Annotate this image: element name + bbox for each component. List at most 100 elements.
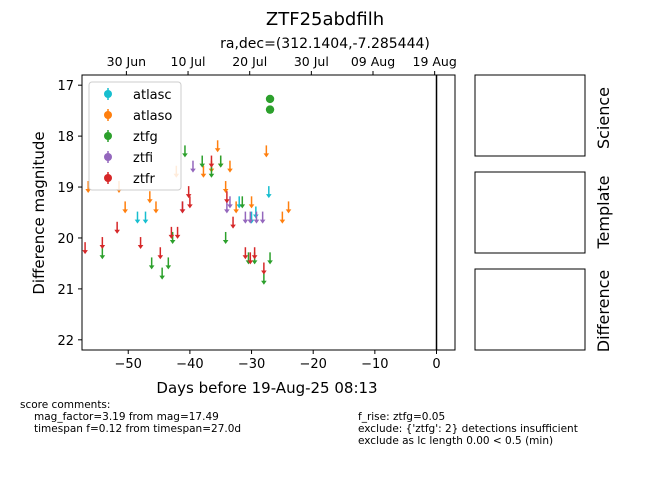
upper-limit-marker: [279, 219, 286, 224]
upper-limit-marker: [99, 255, 106, 260]
upper-limit-marker: [263, 153, 270, 158]
data-point: [265, 105, 275, 114]
upper-limit-marker: [253, 219, 260, 224]
upper-limit-marker: [251, 255, 258, 260]
score-comment-right-2: exclude as lc length 0.00 < 0.5 (min): [358, 435, 554, 447]
upper-limit-marker: [174, 234, 181, 239]
legend-marker-dot: [104, 111, 112, 119]
upper-limit-marker: [285, 209, 292, 214]
plot-area: −50 −40 −30 −20 −10 0 17 18 19 20 21 22 30 Jun 10 Jul…: [57, 54, 456, 372]
score-comments-header: score comments:: [20, 399, 111, 411]
upper-limit-marker: [247, 219, 254, 224]
top-tick-label: 30 Jul: [294, 54, 329, 69]
upper-limit-marker: [85, 189, 91, 194]
legend-label: atlasc: [133, 88, 172, 103]
upper-limit-marker: [148, 265, 155, 270]
upper-limit-marker: [261, 270, 267, 275]
upper-limit-marker: [157, 255, 164, 260]
upper-limit-marker: [187, 204, 193, 209]
upper-limit-marker: [99, 245, 106, 250]
upper-limit-marker: [217, 163, 224, 168]
upper-limit-marker: [137, 245, 144, 250]
upper-limit-marker: [247, 260, 254, 265]
upper-limit-marker: [114, 229, 120, 234]
upper-limit-marker: [169, 239, 176, 244]
upper-limit-marker: [122, 209, 128, 214]
legend-label: ztfr: [133, 172, 155, 187]
x-tick-label: −10: [361, 357, 388, 372]
score-comment-right-0: f_rise: ztfg=0.05: [358, 411, 446, 423]
upper-limit-marker: [222, 239, 229, 244]
upper-limit-marker: [190, 168, 196, 173]
upper-limit-marker: [159, 275, 165, 280]
legend-marker-dot: [104, 132, 112, 140]
score-comment-left-0: mag_factor=3.19 from mag=17.49: [34, 411, 219, 423]
upper-limit-marker: [242, 255, 249, 260]
chart-subtitle: ra,dec=(312.1404,-7.285444): [220, 36, 430, 52]
upper-limit-marker: [222, 189, 229, 194]
upper-limit-marker: [179, 209, 186, 214]
legend-box: [88, 81, 182, 191]
legend-marker-dot: [104, 174, 112, 182]
upper-limit-marker: [227, 168, 233, 173]
upper-limit-marker: [239, 204, 246, 209]
upper-limit-marker: [153, 209, 159, 214]
upper-limit-marker: [242, 219, 249, 224]
upper-limit-marker: [224, 199, 230, 204]
x-tick-label: 0: [432, 357, 440, 372]
y-tick-label: 19: [57, 181, 74, 196]
upper-limit-marker: [134, 219, 141, 224]
upper-limit-marker: [266, 194, 272, 199]
chart-title: ZTF25abdfilh: [266, 9, 384, 30]
legend-label: ztfg: [133, 130, 158, 145]
x-tick-label: −40: [176, 357, 203, 372]
upper-limit-marker: [142, 219, 149, 224]
difference-label: Difference: [594, 270, 613, 352]
upper-limit-marker: [147, 199, 153, 204]
science-panel: [474, 74, 586, 157]
upper-limit-marker: [200, 173, 207, 178]
x-tick-label: −50: [115, 357, 142, 372]
x-axis-label: Days before 19-Aug-25 08:13: [156, 379, 377, 397]
legend-marker-dot: [104, 153, 112, 161]
upper-limit-marker: [259, 219, 266, 224]
legend-label: ztfi: [133, 151, 153, 166]
data-point: [265, 94, 275, 104]
upper-limit-marker: [208, 163, 215, 168]
upper-limit-marker: [224, 209, 230, 214]
y-tick-label: 21: [57, 283, 74, 298]
upper-limit-marker: [248, 204, 255, 209]
x-tick-label: −20: [299, 357, 326, 372]
upper-limit-marker: [251, 260, 258, 265]
axes-frame: [81, 74, 456, 351]
y-tick-label: 17: [57, 79, 74, 94]
score-comment-right-1: exclude: {'ztfg': 2} detections insuffic…: [358, 423, 578, 435]
upper-limit-marker: [208, 173, 215, 178]
template-panel: [474, 171, 586, 254]
upper-limit-marker: [199, 163, 206, 168]
top-tick-label: 19 Aug: [413, 54, 457, 69]
y-tick-label: 20: [57, 232, 74, 247]
legend-marker-dot: [104, 90, 112, 98]
y-tick-label: 18: [57, 130, 74, 145]
upper-limit-marker: [267, 260, 273, 265]
upper-limit-marker: [185, 194, 192, 199]
upper-limit-marker: [165, 265, 172, 270]
top-tick-label: 30 Jun: [107, 54, 146, 69]
upper-limit-marker: [82, 250, 88, 255]
score-comment-left-1: timespan f=0.12 from timespan=27.0d: [34, 423, 242, 435]
y-axis-label: Difference magnitude: [30, 131, 48, 294]
upper-limit-marker: [182, 153, 188, 158]
upper-limit-marker: [227, 204, 233, 209]
science-label: Science: [594, 87, 613, 149]
upper-limit-marker: [261, 280, 267, 285]
top-tick-label: 09 Aug: [351, 54, 395, 69]
top-tick-label: 10 Jul: [171, 54, 206, 69]
legend-label: atlaso: [133, 109, 172, 124]
x-tick-label: −30: [238, 357, 265, 372]
y-tick-label: 22: [57, 334, 74, 349]
template-label: Template: [594, 175, 613, 249]
upper-limit-marker: [233, 209, 239, 214]
upper-limit-marker: [230, 224, 236, 229]
